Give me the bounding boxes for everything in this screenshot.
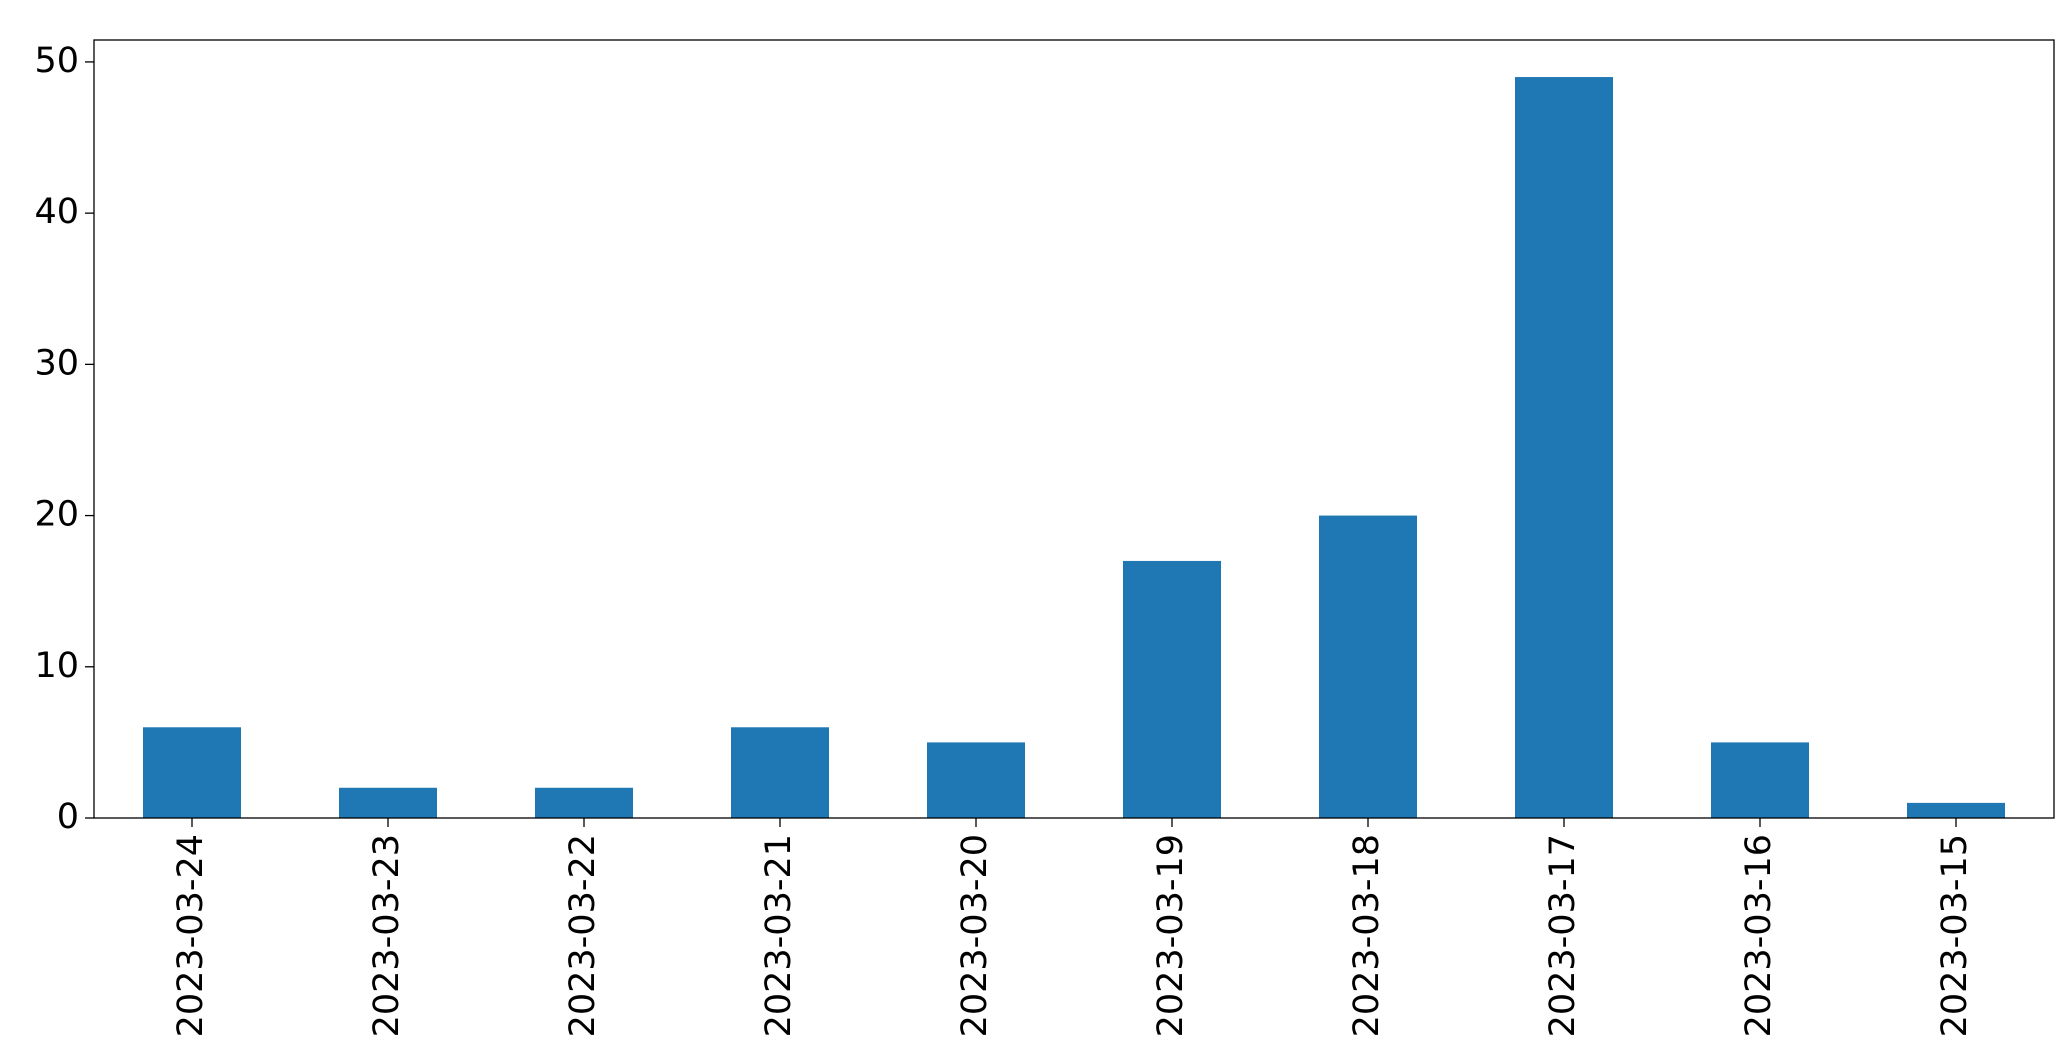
x-tick-label: 2023-03-17 <box>1543 834 1583 1037</box>
bar <box>339 787 437 818</box>
bar <box>927 742 1025 818</box>
y-tick-label: 10 <box>34 646 79 686</box>
bar <box>1319 515 1417 818</box>
y-tick-label: 0 <box>57 797 79 837</box>
x-tick-label: 2023-03-18 <box>1347 834 1387 1037</box>
bar <box>1711 742 1809 818</box>
bar <box>731 727 829 818</box>
x-tick-label: 2023-03-21 <box>759 834 799 1037</box>
bar <box>143 727 241 818</box>
y-tick-label: 50 <box>34 41 79 81</box>
x-tick-label: 2023-03-15 <box>1935 834 1975 1037</box>
bar <box>535 787 633 818</box>
x-tick-label: 2023-03-24 <box>171 834 211 1037</box>
bar <box>1907 802 2005 818</box>
bar <box>1123 560 1221 818</box>
x-tick-label: 2023-03-16 <box>1739 834 1779 1037</box>
x-tick-label: 2023-03-23 <box>367 834 407 1037</box>
x-tick-label: 2023-03-20 <box>955 834 995 1037</box>
x-tick-label: 2023-03-22 <box>563 834 603 1037</box>
x-tick-label: 2023-03-19 <box>1151 834 1191 1037</box>
y-tick-label: 40 <box>34 192 79 232</box>
bar <box>1515 77 1613 819</box>
y-tick-label: 20 <box>34 495 79 535</box>
y-tick-label: 30 <box>34 343 79 383</box>
plot-frame <box>93 39 2055 819</box>
